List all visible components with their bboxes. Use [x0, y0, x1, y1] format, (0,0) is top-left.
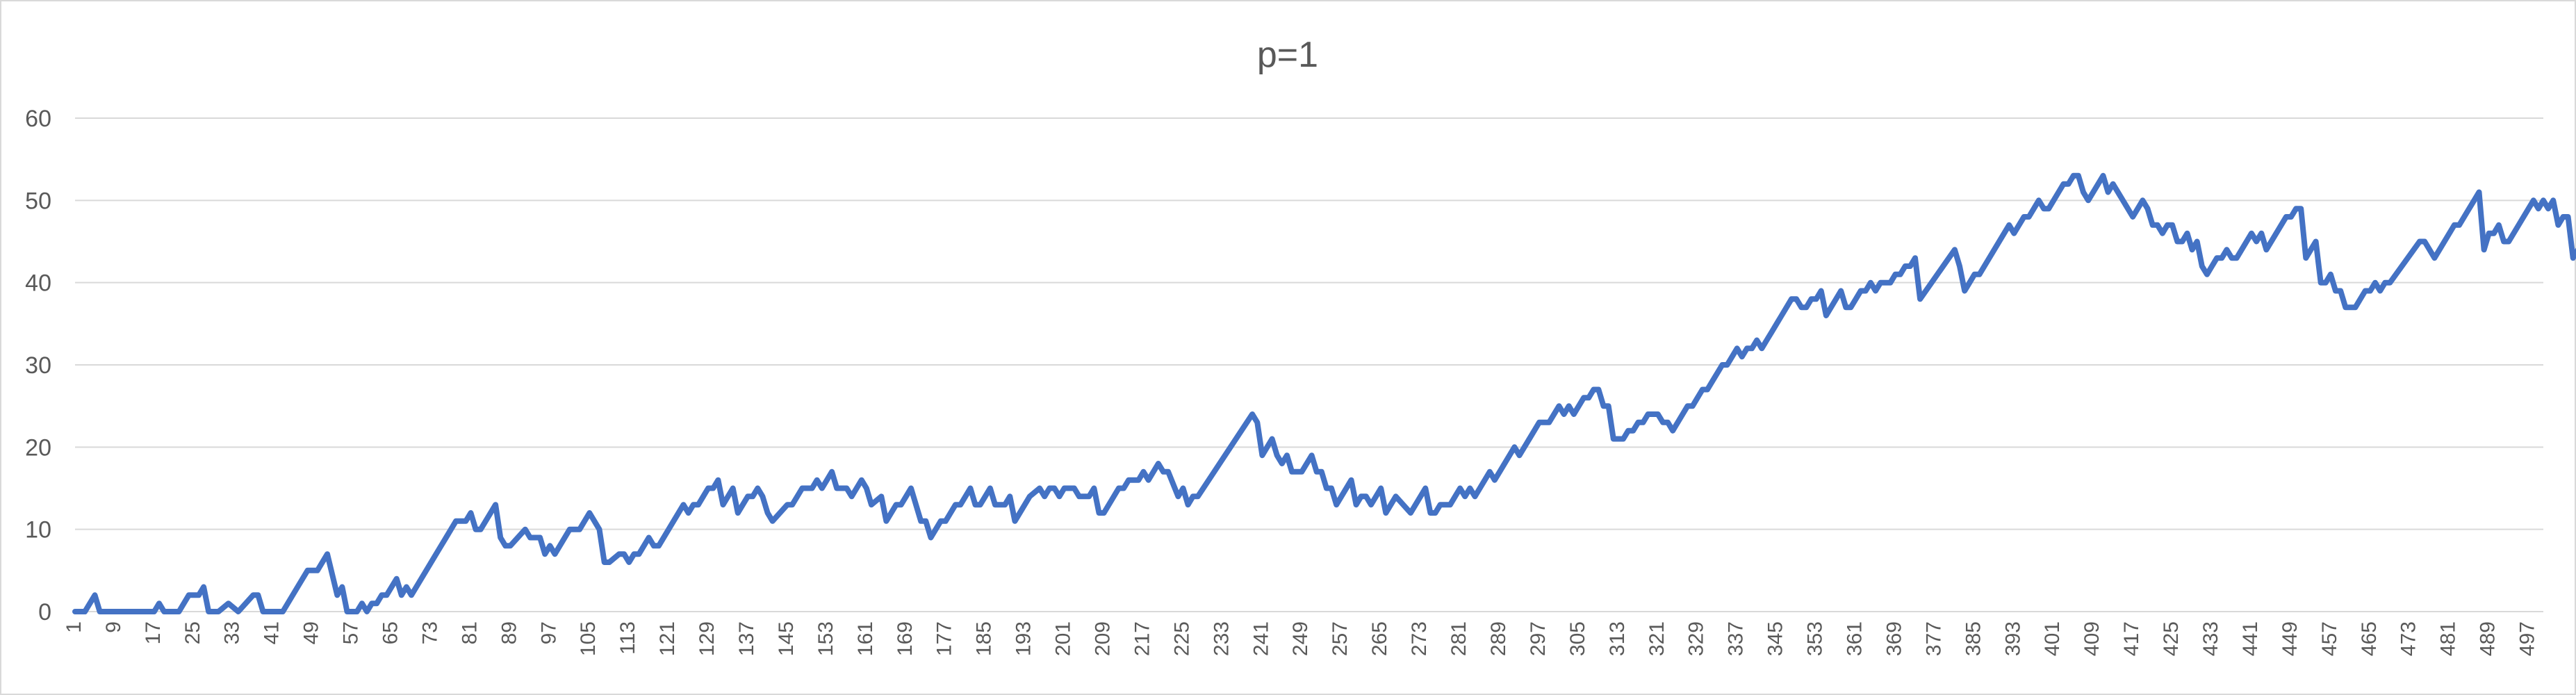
x-tick-label: 97	[537, 621, 560, 644]
x-tick-label: 297	[1527, 621, 1550, 656]
y-tick-label: 20	[25, 434, 51, 461]
x-axis-tick-labels: 1 9 17 25 33 41 49 57 65 73 81 89 97 105 113 121 129 137 1…	[63, 621, 2539, 656]
x-tick-label: 433	[2199, 621, 2222, 656]
x-tick-label: 449	[2279, 621, 2302, 656]
x-tick-label: 385	[1962, 621, 1985, 656]
x-tick-label: 201	[1052, 621, 1075, 656]
x-tick-label: 33	[221, 621, 244, 644]
gridlines	[75, 117, 2543, 612]
x-tick-label: 161	[854, 621, 877, 656]
x-tick-label: 249	[1289, 621, 1312, 656]
x-tick-label: 153	[814, 621, 837, 656]
chart-title: p=1	[1257, 35, 1318, 75]
x-tick-label: 289	[1487, 621, 1510, 656]
x-tick-label: 489	[2477, 621, 2500, 656]
x-tick-label: 169	[894, 621, 917, 656]
series-layer	[72, 172, 2576, 614]
x-tick-label: 257	[1329, 621, 1352, 656]
x-tick-label: 105	[577, 621, 600, 656]
x-tick-label: 273	[1408, 621, 1431, 656]
y-tick-label: 60	[25, 106, 51, 132]
x-tick-label: 17	[142, 621, 165, 644]
x-tick-label: 353	[1804, 621, 1827, 656]
y-tick-label: 30	[25, 352, 51, 379]
x-tick-label: 393	[2001, 621, 2024, 656]
x-tick-label: 73	[418, 621, 441, 644]
x-tick-label: 329	[1685, 621, 1708, 656]
x-tick-label: 121	[656, 621, 679, 656]
x-tick-label: 225	[1170, 621, 1193, 656]
x-tick-label: 265	[1368, 621, 1391, 656]
x-tick-label: 145	[775, 621, 798, 656]
y-tick-label: 50	[25, 188, 51, 214]
x-tick-label: 9	[102, 621, 125, 633]
x-tick-label: 177	[933, 621, 956, 656]
series-line-0	[72, 172, 2576, 614]
x-tick-label: 465	[2358, 621, 2381, 656]
x-tick-label: 313	[1606, 621, 1629, 656]
x-tick-label: 305	[1566, 621, 1589, 656]
y-tick-label: 0	[38, 599, 51, 626]
x-tick-label: 345	[1764, 621, 1787, 656]
x-tick-label: 425	[2160, 621, 2183, 656]
x-tick-label: 361	[1843, 621, 1866, 656]
x-tick-label: 321	[1646, 621, 1668, 656]
x-tick-label: 401	[2041, 621, 2064, 656]
x-tick-label: 81	[458, 621, 481, 644]
x-tick-label: 209	[1092, 621, 1115, 656]
x-tick-label: 377	[1922, 621, 1945, 656]
x-tick-label: 369	[1882, 621, 1905, 656]
x-tick-label: 25	[181, 621, 204, 644]
x-tick-label: 137	[735, 621, 758, 656]
y-tick-label: 10	[25, 517, 51, 543]
y-axis-tick-labels: 0 10 20 30 40 50 60	[25, 106, 51, 626]
x-tick-label: 337	[1725, 621, 1748, 656]
x-tick-label: 241	[1249, 621, 1272, 656]
x-tick-label: 1	[63, 621, 85, 633]
x-tick-label: 409	[2081, 621, 2103, 656]
x-tick-label: 113	[616, 621, 639, 655]
x-tick-label: 129	[696, 621, 719, 656]
x-tick-label: 89	[498, 621, 520, 644]
x-tick-label: 49	[300, 621, 323, 644]
x-tick-label: 441	[2239, 621, 2262, 656]
x-tick-label: 497	[2516, 621, 2539, 656]
x-tick-label: 481	[2437, 621, 2460, 656]
x-tick-label: 65	[379, 621, 402, 644]
x-tick-label: 217	[1131, 621, 1154, 656]
x-tick-label: 417	[2120, 621, 2143, 656]
x-tick-label: 473	[2397, 621, 2420, 656]
x-tick-label: 57	[340, 621, 363, 644]
x-tick-label: 281	[1447, 621, 1470, 656]
x-tick-label: 457	[2318, 621, 2341, 656]
x-tick-label: 233	[1210, 621, 1233, 656]
x-tick-label: 185	[973, 621, 996, 656]
x-tick-label: 41	[261, 621, 284, 644]
y-tick-label: 40	[25, 270, 51, 297]
x-tick-label: 193	[1012, 621, 1035, 656]
